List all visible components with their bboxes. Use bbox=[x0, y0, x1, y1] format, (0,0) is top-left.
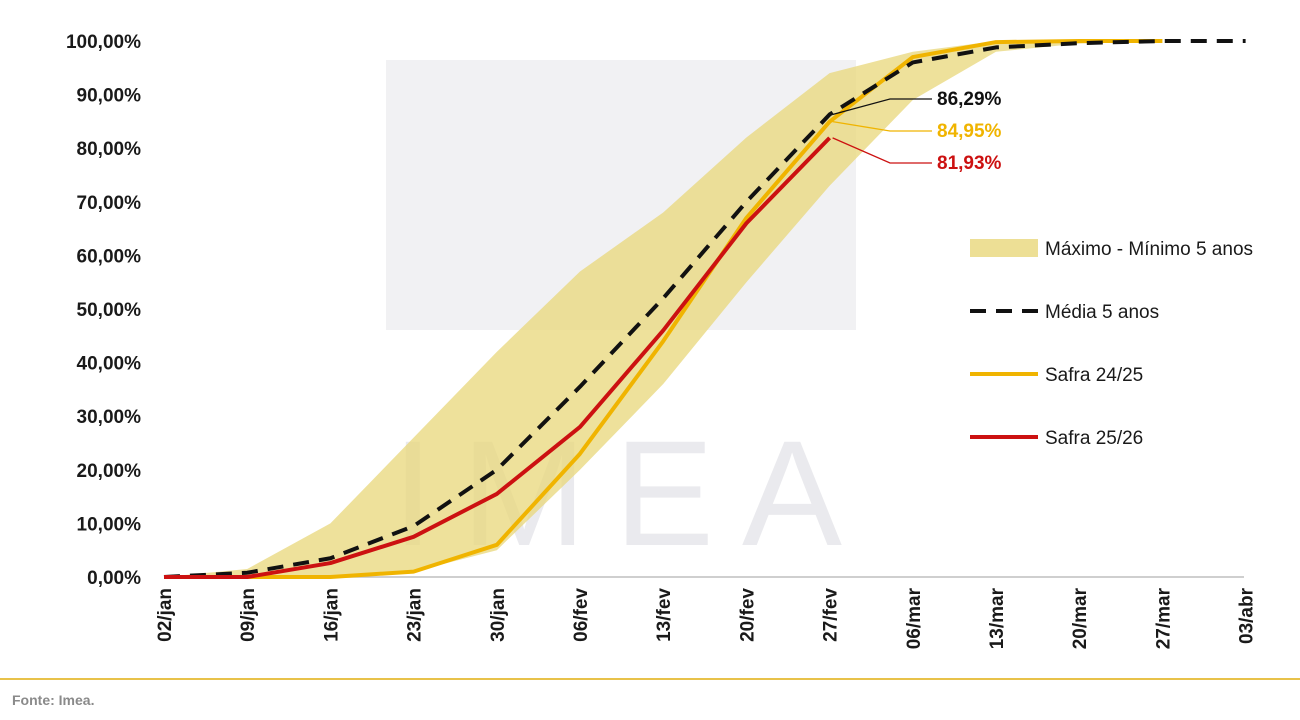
x-tick-label: 02/jan bbox=[155, 588, 176, 642]
y-tick-label: 60,00% bbox=[77, 246, 142, 267]
x-tick-label: 06/mar bbox=[904, 587, 925, 649]
callout-label-safra2425: 84,95% bbox=[937, 121, 1002, 142]
band-layer bbox=[164, 41, 1163, 577]
y-tick-label: 0,00% bbox=[87, 568, 141, 589]
band-max-min bbox=[164, 41, 1163, 577]
callout-leader-safra2526 bbox=[832, 137, 932, 164]
chart: IMEA 0,00%10,00%20,00%30,00%40,00%50,00%… bbox=[66, 32, 1258, 649]
x-tick-label: 13/fev bbox=[654, 588, 675, 642]
y-tick-label: 30,00% bbox=[77, 407, 142, 428]
source-note: Fonte: Imea. bbox=[12, 692, 95, 708]
x-tick-label: 16/jan bbox=[321, 588, 342, 642]
legend-swatch-band bbox=[970, 239, 1038, 257]
x-tick-label: 09/jan bbox=[238, 588, 259, 642]
y-tick-label: 20,00% bbox=[77, 461, 142, 482]
callout-label-media: 86,29% bbox=[937, 89, 1002, 110]
x-tick-label: 30/jan bbox=[488, 588, 509, 642]
y-tick-label: 90,00% bbox=[77, 86, 142, 107]
callout-leader-safra2425 bbox=[832, 121, 932, 132]
series-layer bbox=[163, 39, 1246, 579]
footer-rule bbox=[0, 678, 1300, 680]
y-tick-label: 40,00% bbox=[77, 354, 142, 375]
x-tick-label: 20/mar bbox=[1070, 587, 1091, 649]
x-tick-label: 27/fev bbox=[821, 588, 842, 642]
y-axis-ticks: 0,00% 10,00% 20,00% 30,00% 40,00% 50,00% 60,00… bbox=[66, 32, 141, 589]
legend-label-media: Média 5 anos bbox=[1045, 302, 1159, 323]
x-tick-label: 23/jan bbox=[405, 588, 426, 642]
y-tick-label: 10,00% bbox=[77, 514, 142, 535]
legend-label-safra2526: Safra 25/26 bbox=[1045, 428, 1143, 449]
x-tick-label: 27/mar bbox=[1153, 587, 1174, 649]
y-tick-label: 50,00% bbox=[77, 300, 142, 321]
legend: Máximo - Mínimo 5 anos Média 5 anos Safra … bbox=[970, 239, 1253, 449]
series-safra2425-line bbox=[164, 39, 1163, 579]
x-tick-label: 03/abr bbox=[1237, 587, 1258, 644]
callout-label-safra2526: 81,93% bbox=[937, 153, 1002, 174]
x-tick-label: 13/mar bbox=[987, 587, 1008, 649]
callout-leader-media bbox=[832, 98, 932, 116]
legend-label-band: Máximo - Mínimo 5 anos bbox=[1045, 239, 1253, 260]
x-axis-ticks: 02/jan 09/jan 16/jan 23/jan 30/jan 06/fev 13/f… bbox=[155, 587, 1258, 649]
callouts: 86,29% 84,95% 81,93% bbox=[832, 89, 1002, 174]
x-tick-label: 06/fev bbox=[571, 588, 592, 642]
y-tick-label: 80,00% bbox=[77, 139, 142, 160]
y-tick-label: 70,00% bbox=[77, 193, 142, 214]
legend-label-safra2425: Safra 24/25 bbox=[1045, 365, 1143, 386]
x-tick-label: 20/fev bbox=[737, 588, 758, 642]
series-safra2526-line bbox=[164, 136, 832, 579]
y-tick-label: 100,00% bbox=[66, 32, 141, 53]
series-media-line bbox=[163, 39, 1246, 579]
